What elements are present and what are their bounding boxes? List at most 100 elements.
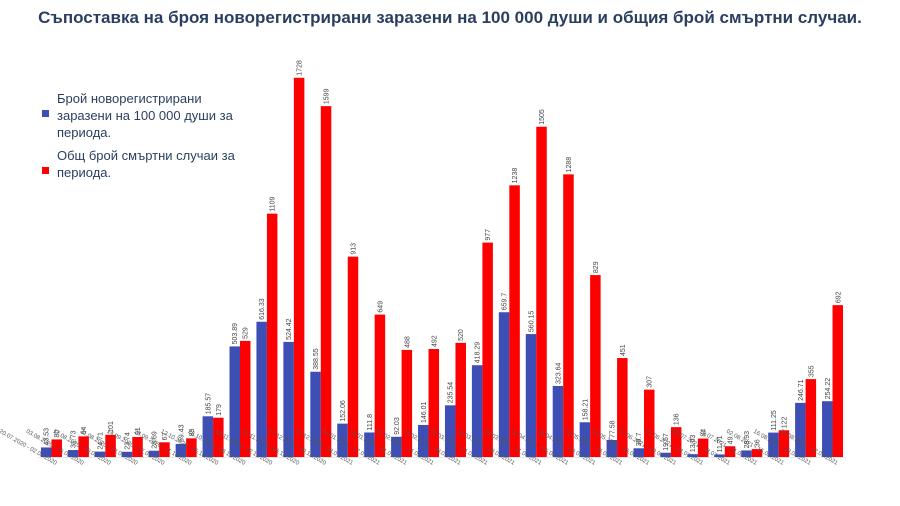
bar-deaths-2 (105, 434, 116, 457)
bar-deaths-15 (455, 342, 466, 457)
data-label-infected-8: 616.33 (259, 298, 266, 320)
data-label-deaths-0: 80 (54, 430, 61, 438)
legend: Брой новорегистрирани заразени на 100 00… (42, 90, 242, 187)
bar-deaths-20 (590, 275, 601, 457)
bar-deaths-24 (697, 438, 709, 457)
data-label-infected-24: 13.03 (690, 435, 697, 453)
bar-deaths-18 (536, 126, 547, 458)
bar-infected-4 (148, 450, 160, 457)
data-label-deaths-10: 1599 (324, 88, 331, 104)
bar-infected-24 (687, 454, 698, 457)
data-label-deaths-9: 1728 (297, 60, 304, 76)
data-label-deaths-15: 520 (458, 329, 465, 341)
bar-infected-26 (741, 450, 752, 457)
bar-infected-1 (67, 450, 79, 457)
data-label-infected-9: 524.42 (286, 318, 293, 340)
bar-deaths-27 (778, 430, 790, 457)
data-label-infected-6: 185.57 (205, 393, 212, 415)
bar-deaths-13 (401, 349, 413, 457)
bar-infected-5 (175, 443, 187, 457)
bar-infected-16 (471, 365, 483, 457)
bar-deaths-7 (240, 340, 251, 457)
bar-deaths-23 (670, 427, 682, 457)
bar-infected-21 (606, 439, 618, 457)
legend-label-deaths: Общ брой смъртни случаи за периода. (57, 148, 235, 180)
bar-deaths-26 (751, 449, 763, 457)
data-label-deaths-22: 307 (647, 376, 654, 388)
data-label-infected-15: 235.54 (448, 382, 455, 404)
data-label-infected-1: 31.73 (71, 430, 78, 448)
bar-deaths-5 (186, 438, 197, 457)
data-label-infected-19: 323.64 (555, 362, 562, 384)
data-label-deaths-6: 179 (216, 404, 223, 416)
data-label-infected-23: 19.57 (663, 433, 670, 451)
data-label-deaths-23: 136 (674, 413, 681, 425)
bar-infected-11 (337, 423, 348, 457)
data-label-deaths-26: 36 (754, 439, 761, 447)
bar-infected-13 (391, 436, 402, 457)
data-label-deaths-1: 94 (81, 426, 88, 434)
data-label-deaths-27: 122 (781, 416, 788, 428)
chart-title: Съпоставка на броя новорегистрирани зара… (38, 8, 862, 27)
bar-infected-3 (121, 451, 133, 457)
data-label-infected-11: 152.06 (340, 400, 347, 422)
data-label-infected-2: 24.71 (98, 432, 105, 450)
bar-infected-19 (552, 385, 564, 457)
data-label-deaths-28: 355 (808, 365, 815, 377)
data-label-infected-25: 11.71 (717, 435, 724, 452)
data-label-deaths-21: 451 (620, 344, 627, 356)
data-label-infected-26: 29.93 (744, 431, 751, 449)
data-label-infected-14: 146.01 (421, 401, 428, 423)
data-label-infected-12: 111.8 (367, 414, 374, 431)
data-label-deaths-20: 829 (593, 261, 600, 273)
data-label-infected-10: 388.55 (313, 348, 320, 370)
data-label-infected-16: 418.29 (475, 342, 482, 364)
bar-deaths-1 (78, 436, 89, 457)
data-label-infected-21: 77.58 (609, 420, 616, 438)
data-label-infected-13: 92.03 (394, 417, 401, 435)
bar-deaths-22 (644, 389, 655, 457)
legend-swatch-infected (42, 110, 49, 117)
data-label-deaths-8: 1109 (270, 196, 277, 211)
data-label-deaths-12: 649 (377, 301, 384, 313)
data-label-infected-27: 111.25 (771, 410, 778, 430)
bar-deaths-12 (374, 314, 386, 457)
data-label-deaths-17: 1238 (512, 168, 519, 184)
data-label-deaths-19: 1288 (566, 157, 573, 173)
data-label-deaths-16: 977 (485, 229, 492, 241)
bar-infected-29 (822, 401, 833, 457)
data-label-deaths-18: 1505 (539, 109, 546, 125)
data-label-infected-29: 254.22 (825, 378, 832, 400)
data-label-infected-4: 28.69 (151, 431, 158, 449)
bar-infected-8 (256, 321, 267, 457)
bar-deaths-28 (805, 379, 817, 457)
data-label-infected-22: 39.7 (636, 433, 643, 447)
data-label-deaths-14: 492 (431, 335, 438, 347)
bar-infected-9 (283, 341, 294, 457)
bar-deaths-0 (51, 439, 62, 457)
bar-infected-10 (310, 371, 321, 457)
data-label-deaths-3: 91 (135, 427, 142, 435)
legend-item-deaths[interactable]: Общ брой смъртни случаи за периода. (42, 147, 242, 181)
data-label-infected-3: 23.74 (125, 432, 132, 450)
bar-infected-25 (714, 454, 725, 457)
data-label-deaths-13: 488 (404, 336, 411, 348)
data-label-infected-28: 246.71 (798, 379, 805, 401)
bar-deaths-17 (509, 185, 520, 457)
bar-infected-22 (633, 448, 644, 457)
legend-swatch-deaths (42, 167, 49, 174)
bar-deaths-25 (724, 446, 736, 457)
data-label-infected-0: 43.53 (44, 428, 51, 446)
bar-deaths-11 (347, 256, 359, 457)
bar-infected-17 (498, 312, 510, 457)
bar-infected-2 (94, 451, 106, 457)
legend-item-infected[interactable]: Брой новорегистрирани заразени на 100 00… (42, 90, 242, 141)
bar-deaths-9 (293, 77, 305, 458)
bar-infected-7 (229, 346, 240, 457)
data-label-infected-18: 560.15 (529, 311, 536, 333)
bar-infected-0 (40, 447, 52, 457)
bar-deaths-6 (213, 417, 224, 457)
bar-deaths-16 (482, 242, 493, 457)
bar-deaths-21 (617, 358, 628, 457)
bar-deaths-8 (266, 213, 278, 457)
